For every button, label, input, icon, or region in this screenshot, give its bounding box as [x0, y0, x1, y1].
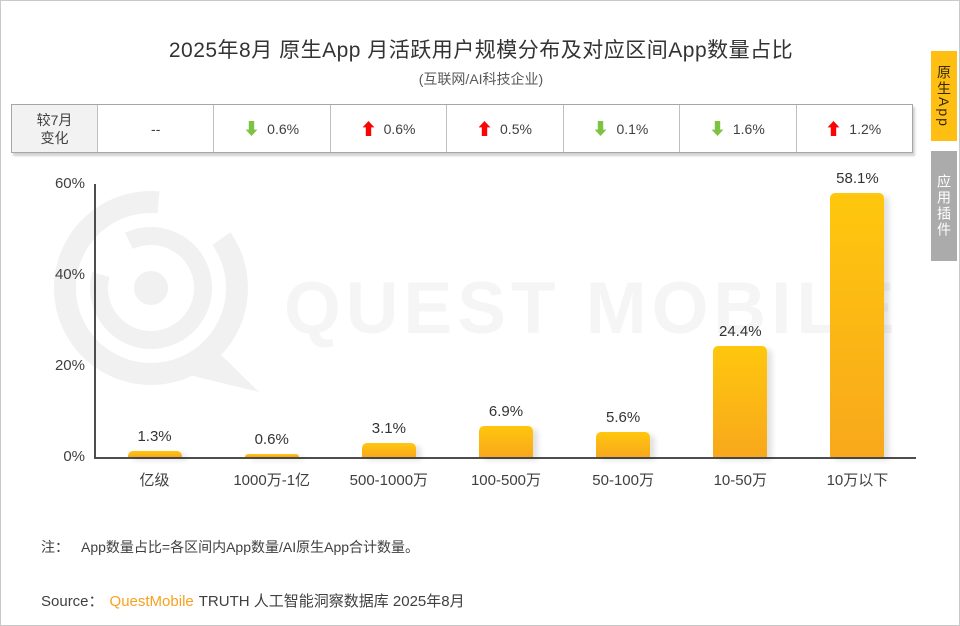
tab-app-plugin[interactable]: 应用插件 — [931, 151, 957, 261]
change-header-line2: 变化 — [40, 129, 69, 146]
change-table: 较7月 变化 -- 0.6% 0.6% 0.5% 0.1% 1.6% 1.2% — [11, 104, 913, 153]
bar-value-label: 0.6% — [254, 431, 289, 449]
change-cell: 1.6% — [679, 105, 795, 152]
bar — [713, 345, 768, 457]
change-cell: 0.6% — [213, 105, 329, 152]
bar-value-label: 1.3% — [137, 428, 172, 446]
change-cell: -- — [97, 105, 213, 152]
bar — [479, 425, 533, 457]
x-axis-label: 10万以下 — [826, 472, 889, 489]
x-axis-label: 500-1000万 — [349, 472, 429, 489]
footnote: 注： App数量占比=各区间内App数量/AI原生App合计数量。 — [41, 537, 419, 557]
watermark-text: QUEST MOBILE — [284, 268, 900, 349]
bar — [361, 442, 416, 457]
bar — [244, 454, 299, 457]
down-arrow-icon — [245, 121, 258, 136]
change-value: 0.6% — [383, 120, 416, 137]
bar — [596, 431, 651, 457]
bar-value-label: 6.9% — [488, 402, 524, 420]
source-brand: QuestMobile — [109, 593, 194, 610]
y-tick-label: 40% — [54, 266, 85, 283]
change-value: 0.6% — [267, 120, 300, 137]
change-row-cells: -- 0.6% 0.6% 0.5% 0.1% 1.6% 1.2% — [97, 105, 912, 152]
up-arrow-icon — [362, 121, 374, 136]
x-axis-label: 10-50万 — [713, 472, 767, 489]
change-value: -- — [151, 120, 161, 137]
bar-value-label: 58.1% — [836, 169, 879, 187]
questmobile-logo-watermark-icon — [54, 190, 259, 392]
page-subtitle: (互联网/AI科技企业) — [418, 71, 544, 87]
plot-area: 1.3% 亿级 0.6% 1000万-1亿 3.1% 500-1000万 6.9% 100-5… — [94, 170, 916, 489]
footnote-prefix: 注： — [41, 539, 69, 555]
x-axis-label: 50-100万 — [592, 472, 654, 489]
bar-value-label: 3.1% — [371, 419, 406, 437]
up-arrow-icon — [827, 121, 840, 136]
bar-value-label: 24.4% — [719, 322, 762, 340]
source-rest: TRUTH 人工智能洞察数据库 2025年8月 — [198, 593, 465, 610]
change-cell: 0.6% — [329, 105, 446, 152]
down-arrow-icon — [595, 121, 607, 136]
down-arrow-icon — [711, 121, 724, 136]
x-axis-label: 亿级 — [139, 472, 170, 489]
bar — [830, 192, 885, 457]
tab-native-app[interactable]: 原生App — [931, 51, 957, 141]
change-value: 0.5% — [500, 120, 532, 137]
page-title: 2025年8月 原生App 月活跃用户规模分布及对应区间App数量占比 — [168, 39, 794, 62]
bar-value-label: 5.6% — [606, 408, 641, 426]
change-value: 1.2% — [849, 120, 882, 137]
bar — [127, 451, 182, 457]
up-arrow-icon — [478, 121, 491, 136]
source-line: Source： QuestMobile TRUTH 人工智能洞察数据库 2025年8… — [41, 590, 465, 611]
change-value: 0.1% — [616, 120, 649, 137]
change-value: 1.6% — [732, 120, 765, 137]
y-tick-label: 60% — [54, 175, 85, 192]
footnote-text: App数量占比=各区间内App数量/AI原生App合计数量。 — [81, 539, 420, 555]
x-axis-label: 1000万-1亿 — [233, 472, 311, 489]
x-axis-label: 100-500万 — [470, 472, 542, 489]
change-cell: 1.2% — [795, 105, 912, 152]
change-table-header: 较7月 变化 — [12, 105, 97, 152]
y-tick-label: 0% — [63, 448, 85, 465]
change-cell: 0.5% — [446, 105, 562, 152]
y-tick-label: 20% — [54, 357, 85, 374]
change-cell: 0.1% — [562, 105, 679, 152]
change-header-line1: 较7月 — [36, 111, 73, 128]
source-label: Source： — [41, 593, 104, 610]
